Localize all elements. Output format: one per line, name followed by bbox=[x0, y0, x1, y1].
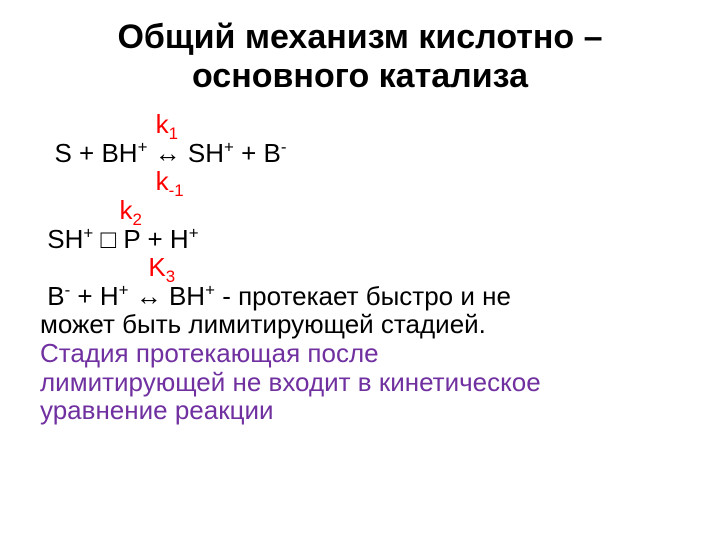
footer-line-3: уравнение реакции bbox=[40, 395, 274, 425]
eq2-p: P + H bbox=[116, 224, 189, 254]
eq3-dash: - bbox=[215, 281, 238, 311]
eq1-bh-sup: + bbox=[138, 137, 148, 156]
eq1-sh-sup: + bbox=[224, 137, 234, 156]
eq1-b-sup: - bbox=[281, 137, 287, 156]
k1-base: k bbox=[156, 109, 169, 139]
eq1-arrow: ↔ bbox=[147, 138, 187, 168]
indent bbox=[40, 195, 119, 225]
indent bbox=[40, 109, 156, 139]
footer-line-2: лимитирующей не входит в кинетическое bbox=[40, 367, 541, 397]
eq3-tail-1: протекает быстро и не bbox=[238, 281, 511, 311]
eq1-b: B bbox=[264, 138, 281, 168]
gap bbox=[129, 281, 136, 311]
eq3-arrow: ↔ bbox=[136, 281, 169, 311]
k2-base: k bbox=[119, 195, 132, 225]
eq2-sh: SH bbox=[47, 224, 83, 254]
rate-k-minus-1: k-1 bbox=[40, 167, 680, 196]
indent bbox=[40, 138, 54, 168]
slide-title: Общий механизм кислотно – основного ката… bbox=[40, 18, 680, 96]
equation-1: S + BH+ ↔ SH+ + B- bbox=[40, 139, 680, 168]
eq3-h: + H bbox=[70, 281, 118, 311]
title-line-2: основного катализа bbox=[192, 57, 528, 95]
eq1-s: S + bbox=[54, 138, 101, 168]
footer-line-1: Стадия протекающая после bbox=[40, 338, 379, 368]
indent bbox=[40, 166, 156, 196]
eq3-b: B bbox=[47, 281, 64, 311]
eq3-tail-2: может быть лимитирующей стадией. bbox=[40, 309, 486, 339]
title-line-1: Общий механизм кислотно – bbox=[117, 18, 602, 56]
rate-k1: k1 bbox=[40, 110, 680, 139]
eq2-box: □ bbox=[100, 224, 116, 254]
equation-2: SH+ □ P + H+ bbox=[40, 225, 680, 254]
eq3-bh-sup: + bbox=[205, 280, 215, 299]
footer-note: Стадия протекающая после лимитирующей не… bbox=[40, 339, 680, 425]
eq3-bh: BH bbox=[169, 281, 205, 311]
eq1-sh: SH bbox=[188, 138, 224, 168]
eq1-bh: BH bbox=[101, 138, 137, 168]
eq1-plus: + bbox=[234, 138, 264, 168]
k3-base: K bbox=[148, 252, 165, 282]
km1-sub: -1 bbox=[169, 182, 184, 201]
eq3-h-sup: + bbox=[119, 280, 129, 299]
rate-k3: K3 bbox=[40, 253, 680, 282]
km1-base: k bbox=[156, 166, 169, 196]
equation-3: B- + H+ ↔ BH+ - протекает быстро и не мо… bbox=[40, 282, 680, 339]
slide-body: k1 S + BH+ ↔ SH+ + B- k-1 k2 SH+ □ P + H… bbox=[40, 110, 680, 425]
slide: Общий механизм кислотно – основного ката… bbox=[0, 0, 720, 540]
eq2-h-sup: + bbox=[189, 223, 199, 242]
rate-k2: k2 bbox=[40, 196, 680, 225]
indent bbox=[40, 252, 148, 282]
eq2-sh-sup: + bbox=[83, 223, 93, 242]
